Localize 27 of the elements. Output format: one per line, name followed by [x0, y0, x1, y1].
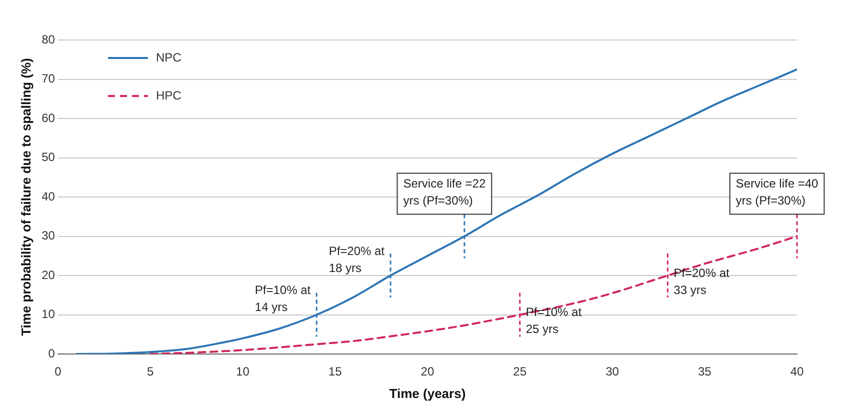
annotation: Pf=20% at 33 yrs [674, 266, 730, 297]
annotation: Pf=10% at 25 yrs [526, 305, 582, 336]
y-tick-label: 30 [42, 228, 56, 243]
y-tick-label: 70 [42, 72, 56, 86]
y-tick-label: 40 [42, 189, 56, 204]
y-tick-label: 20 [42, 268, 56, 282]
legend-label: NPC [156, 50, 182, 64]
x-tick-label: 35 [698, 364, 712, 379]
y-tick-label: 10 [42, 307, 56, 322]
x-tick-label: 40 [790, 364, 804, 379]
y-tick-label: 80 [42, 32, 56, 46]
x-tick-label: 5 [146, 364, 154, 379]
x-tick-label: 10 [236, 364, 250, 379]
y-tick-label: 60 [42, 110, 56, 125]
y-tick-label: 0 [48, 346, 56, 360]
x-tick-label: 25 [513, 364, 527, 379]
annotation: Service life =40 yrs (Pf=30%) [736, 176, 819, 208]
x-tick-label: 20 [420, 364, 434, 379]
legend-label: HPC [156, 88, 182, 102]
annotation: Pf=10% at 14 yrs [254, 283, 312, 314]
y-tick-label: 50 [42, 150, 56, 164]
annotation: Service life =22 yrs (Pf=30%) [403, 176, 486, 208]
x-tick-label: 30 [606, 364, 620, 379]
annotation: Pf=20% at 18 yrs [328, 244, 386, 275]
y-axis-title: Time probability of failure due to spalling (%) [18, 58, 34, 336]
x-tick-label: 15 [328, 364, 342, 379]
x-axis-title: Time (years) [389, 386, 466, 401]
